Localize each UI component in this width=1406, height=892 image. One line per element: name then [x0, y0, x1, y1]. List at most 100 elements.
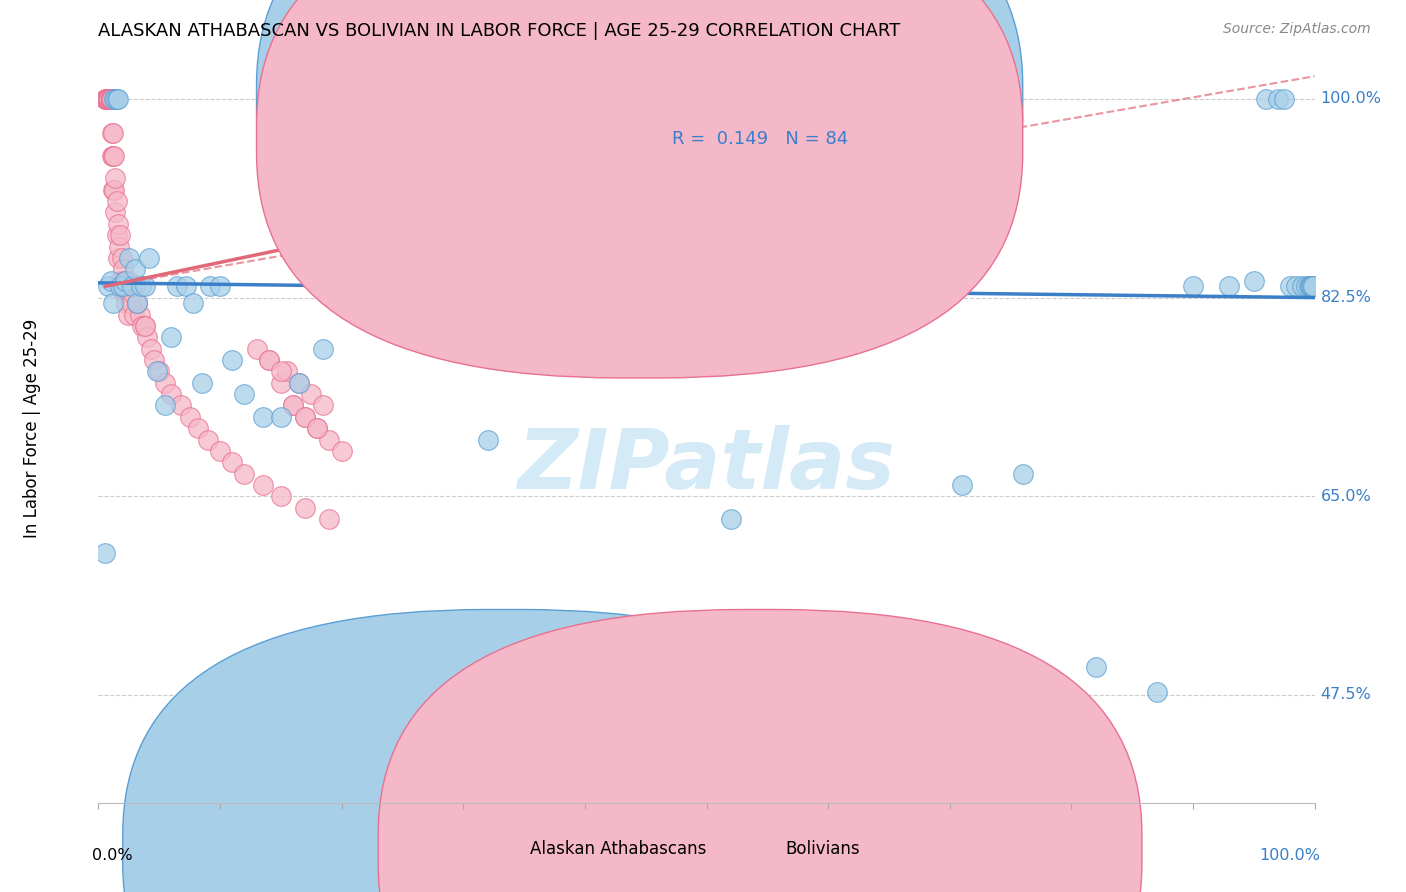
Point [139, 342, 162, 356]
Point [96, 92, 118, 106]
Point [270, 364, 292, 378]
Point [233, 387, 256, 401]
Point [343, 279, 366, 293]
Point [103, 149, 125, 163]
Point [134, 318, 156, 333]
Point [127, 296, 149, 310]
Point [197, 433, 219, 447]
Point [128, 308, 150, 322]
Text: 82.5%: 82.5% [1320, 290, 1372, 305]
Point [288, 376, 311, 390]
Point [121, 279, 143, 293]
Point [103, 183, 125, 197]
Point [1295, 279, 1317, 293]
Point [112, 274, 135, 288]
Point [110, 274, 132, 288]
Text: R =  0.149   N = 84: R = 0.149 N = 84 [672, 130, 849, 148]
Point [98, 92, 121, 106]
Point [94, 92, 117, 106]
Point [1291, 279, 1313, 293]
Point [120, 296, 142, 310]
Text: 65.0%: 65.0% [1320, 489, 1371, 504]
Point [100, 92, 122, 106]
Point [245, 342, 267, 356]
Point [281, 399, 304, 413]
Text: 47.5%: 47.5% [1320, 688, 1371, 702]
Point [187, 421, 209, 435]
Point [1299, 279, 1322, 293]
Point [380, 279, 402, 293]
Point [97, 92, 120, 106]
Point [110, 279, 132, 293]
Point [257, 353, 280, 368]
Point [108, 239, 131, 253]
Point [118, 251, 141, 265]
Point [101, 149, 124, 163]
Point [1146, 684, 1168, 698]
Point [1298, 279, 1320, 293]
Point [93, 92, 115, 106]
Point [107, 92, 129, 106]
Point [477, 433, 499, 447]
Point [148, 364, 170, 378]
Point [276, 364, 298, 378]
Point [155, 399, 177, 413]
Point [191, 376, 214, 390]
Point [330, 443, 353, 458]
Point [720, 512, 742, 526]
Text: 0.0%: 0.0% [93, 847, 134, 863]
Point [312, 399, 335, 413]
Point [312, 342, 335, 356]
Point [101, 126, 124, 140]
Point [101, 183, 124, 197]
Point [1272, 92, 1295, 106]
Point [105, 228, 128, 243]
Point [318, 433, 340, 447]
Point [101, 296, 124, 310]
Point [104, 205, 127, 219]
Point [97, 279, 120, 293]
Point [307, 421, 329, 435]
Point [143, 353, 166, 368]
Point [121, 285, 143, 299]
Point [115, 296, 138, 310]
Point [634, 279, 657, 293]
Text: In Labor Force | Age 25-29: In Labor Force | Age 25-29 [22, 318, 41, 538]
Point [100, 92, 122, 106]
Point [209, 279, 232, 293]
Text: Source: ZipAtlas.com: Source: ZipAtlas.com [1223, 22, 1371, 37]
Text: R = -0.109   N = 61: R = -0.109 N = 61 [672, 90, 849, 108]
Point [209, 443, 232, 458]
FancyBboxPatch shape [256, 0, 1022, 338]
Point [1243, 274, 1265, 288]
Point [100, 92, 122, 106]
Point [103, 92, 125, 106]
Point [950, 478, 973, 492]
Point [134, 318, 156, 333]
Point [127, 296, 149, 310]
Point [179, 409, 201, 424]
Point [122, 308, 145, 322]
Text: ZIPatlas: ZIPatlas [517, 425, 896, 506]
Point [110, 251, 132, 265]
Point [200, 279, 222, 293]
Point [174, 279, 197, 293]
Point [1301, 279, 1323, 293]
Point [134, 279, 156, 293]
Point [155, 376, 177, 390]
Point [114, 285, 136, 299]
Point [105, 92, 128, 106]
Point [101, 149, 124, 163]
Point [118, 285, 141, 299]
Point [101, 92, 124, 106]
Point [181, 296, 204, 310]
Point [294, 500, 316, 515]
Point [114, 274, 136, 288]
Point [136, 330, 159, 344]
Point [146, 364, 169, 378]
FancyBboxPatch shape [378, 609, 1142, 892]
Point [294, 409, 316, 424]
Point [117, 308, 139, 322]
Point [107, 251, 129, 265]
Point [318, 512, 340, 526]
